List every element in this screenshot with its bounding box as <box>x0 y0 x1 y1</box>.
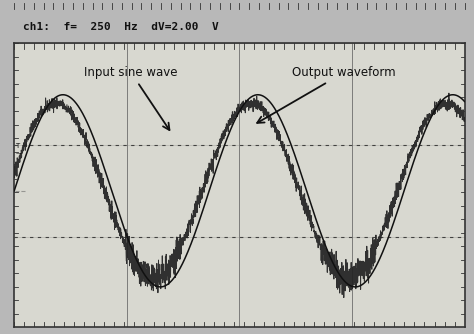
Text: Input sine wave: Input sine wave <box>84 66 178 130</box>
Text: T
—: T — <box>15 143 22 156</box>
Text: Output waveform: Output waveform <box>257 66 396 123</box>
Text: ch1:  f=  250  Hz  dV=2.00  V: ch1: f= 250 Hz dV=2.00 V <box>23 22 219 32</box>
